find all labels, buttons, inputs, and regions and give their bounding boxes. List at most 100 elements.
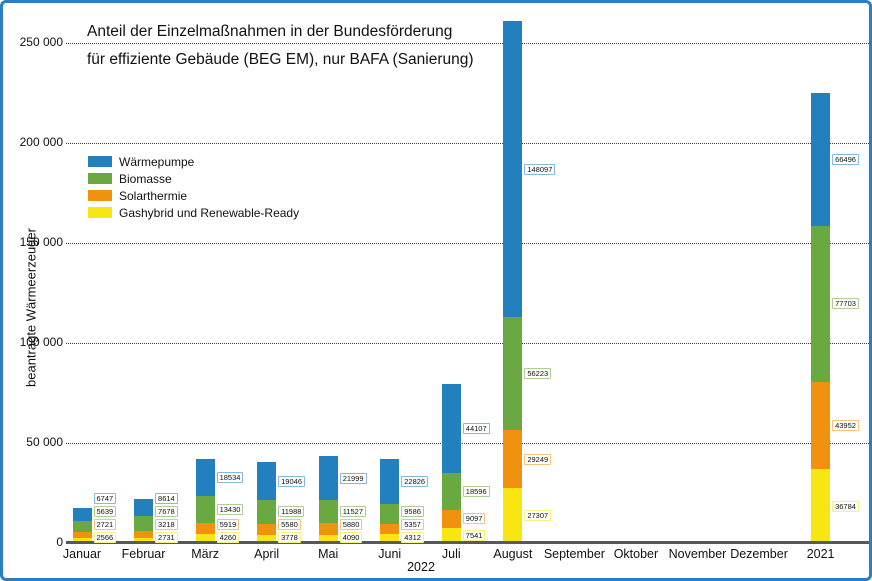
bar-segment-Gashybrid und Renewable-Ready [380,534,400,543]
gridline [66,243,869,244]
value-label: 11988 [278,505,305,517]
x-tick-label: September [543,547,605,561]
bar-segment-Gashybrid und Renewable-Ready [811,469,831,543]
value-label: 9586 [401,505,424,517]
x-axis-baseline [66,541,869,544]
value-label: 3778 [278,531,301,543]
value-label: 44107 [462,422,490,434]
x-tick-label: Oktober [613,547,659,561]
bar-segment-Wärmepumpe [503,21,523,318]
value-label: 6747 [93,492,117,504]
value-label: 7541 [462,529,486,541]
legend-swatch-gashybrid [88,207,112,218]
y-tick-label: 100 000 [19,335,63,349]
bar-segment-Biomasse [318,500,338,524]
y-tick-label: 200 000 [19,135,63,149]
x-tick-label: März [191,547,219,561]
x-tick-label: April [254,547,280,561]
x-tick-label: November [668,547,727,561]
value-label: 2566 [93,531,117,543]
value-label: 9097 [462,513,486,525]
bar-segment-Wärmepumpe [811,93,831,227]
y-tick-label: 150 000 [19,235,63,249]
bar-segment-Biomasse [195,495,215,523]
x-tick-label: Juni [378,547,402,561]
bar-segment-Gashybrid und Renewable-Ready [503,488,523,543]
legend-label-waermepumpe: Wärmepumpe [119,154,195,169]
chart-title-line1: Anteil der Einzelmaßnahmen in der Bundes… [87,23,453,40]
bar-segment-Biomasse [441,472,461,510]
bar-segment-Solarthermie [441,509,461,528]
gridline [66,143,869,144]
bar-segment-Biomasse [257,500,277,525]
legend-label-gashybrid: Gashybrid und Renewable-Ready [119,205,300,220]
value-label: 5919 [216,518,240,530]
legend-item-biomasse: Biomasse [88,170,299,187]
value-label: 2731 [155,531,178,543]
value-label: 56223 [524,368,552,380]
legend-item-gashybrid: Gashybrid und Renewable-Ready [88,204,299,221]
value-label: 27307 [524,510,552,522]
x-tick-label: Mai [318,547,339,561]
chart-title-line2: für effiziente Gebäude (BEG EM), nur BAF… [87,51,474,68]
x-tick-label: Februar [121,547,166,561]
bar-segment-Gashybrid und Renewable-Ready [441,527,461,543]
legend-swatch-waermepumpe [88,156,112,167]
x-axis-year-label: 2022 [407,560,435,574]
value-label: 4312 [401,531,424,543]
legend-swatch-biomasse [88,173,112,184]
value-label: 13430 [216,503,244,515]
value-label: 29249 [524,453,552,465]
bar-segment-Biomasse [503,317,523,430]
bar-segment-Biomasse [811,226,831,382]
bar-segment-Biomasse [380,504,400,524]
y-axis-title: beantragte Wärmeerzeuger [23,228,39,387]
bar-segment-Solarthermie [503,429,523,489]
bar-segment-Solarthermie [380,523,400,535]
bar-segment-Wärmepumpe [257,462,277,501]
value-label: 4090 [339,531,363,543]
bar-segment-Wärmepumpe [72,507,92,522]
value-label: 22826 [401,476,429,488]
legend-label-biomasse: Biomasse [119,171,172,186]
value-label: 148097 [524,163,556,175]
legend-item-solarthermie: Solarthermie [88,187,299,204]
legend-item-waermepumpe: Wärmepumpe [88,153,299,170]
legend-label-solarthermie: Solarthermie [119,188,188,203]
x-tick-label: Dezember [730,547,788,561]
bar-segment-Gashybrid und Renewable-Ready [134,537,154,543]
bar-segment-Wärmepumpe [195,458,215,496]
value-label: 8614 [155,492,178,504]
bar-segment-Wärmepumpe [380,458,400,505]
value-label: 2721 [93,518,117,530]
value-label: 3218 [155,518,178,530]
x-tick-label: August [493,547,533,561]
legend: Wärmepumpe Biomasse Solarthermie Gashybr… [88,153,299,221]
bar-segment-Gashybrid und Renewable-Ready [318,534,338,543]
bar-segment-Solarthermie [257,524,277,536]
bar-segment-Biomasse [134,515,154,532]
bar-segment-Solarthermie [72,532,92,538]
gridline [66,443,869,444]
y-tick-label: 0 [56,535,63,549]
y-tick-label: 250 000 [19,35,63,49]
bar-segment-Biomasse [72,521,92,533]
value-label: 19046 [278,475,305,487]
value-label: 36784 [832,500,859,512]
value-label: 5639 [93,505,117,517]
bar-segment-Wärmepumpe [318,456,338,500]
value-label: 5357 [401,518,424,530]
value-label: 18596 [462,485,490,497]
bar-segment-Solarthermie [811,381,831,470]
bar-segment-Wärmepumpe [441,384,461,473]
value-label: 66496 [832,154,859,166]
value-label: 7678 [155,505,178,517]
bar-segment-Gashybrid und Renewable-Ready [72,537,92,543]
y-tick-label: 50 000 [26,435,63,449]
x-tick-label: 2021 [806,547,835,561]
x-tick-label: Januar [62,547,102,561]
x-tick-label: Juli [441,547,461,561]
value-label: 21999 [339,472,367,484]
bar-segment-Gashybrid und Renewable-Ready [195,534,215,543]
